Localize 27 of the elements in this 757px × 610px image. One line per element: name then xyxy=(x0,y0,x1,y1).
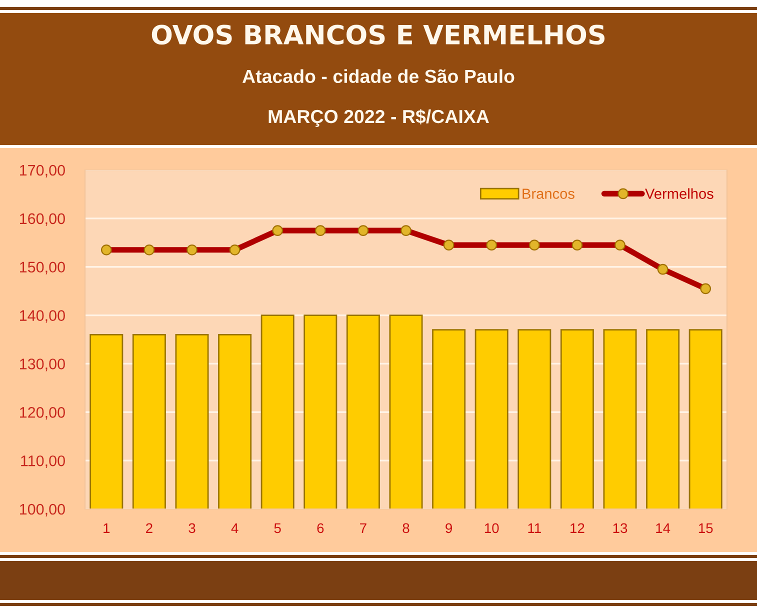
y-tick-label: 150,00 xyxy=(20,262,65,274)
x-tick-label: 3 xyxy=(188,523,196,534)
x-tick-label: 9 xyxy=(446,523,452,534)
y-tick-label: 110,00 xyxy=(21,455,65,468)
x-tick-label: 7 xyxy=(360,523,366,533)
x-tick-label: 11 xyxy=(528,523,541,533)
y-tick-label: 120,00 xyxy=(20,407,65,420)
x-tick-label: 14 xyxy=(656,523,670,533)
y-tick-label: 140,00 xyxy=(20,310,65,323)
y-tick-label: 100,00 xyxy=(20,504,65,516)
y-tick-label: 170,00 xyxy=(20,164,65,178)
x-tick-label: 4 xyxy=(231,523,238,533)
x-tick-label: 5 xyxy=(274,523,281,534)
x-tick-label: 6 xyxy=(317,523,324,534)
x-tick-label: 8 xyxy=(402,523,410,534)
y-tick-label: 130,00 xyxy=(20,358,65,372)
x-tick-label: 1 xyxy=(104,523,110,533)
legend-label: Brancos xyxy=(522,188,574,199)
x-tick-label: 13 xyxy=(613,523,628,534)
x-tick-label: 10 xyxy=(484,523,499,534)
x-tick-label: 15 xyxy=(698,523,713,534)
legend-label: Vermelhos xyxy=(645,188,714,199)
y-tick-label: 160,00 xyxy=(20,213,65,226)
text: Atacado - cidade de São Paulo MARÇO 2022 - R$/CAIXA xyxy=(242,69,514,127)
x-tick-label: 2 xyxy=(146,523,152,533)
chart-title: OVOS BRANCOS E VERMELHOS xyxy=(152,24,605,45)
x-tick-label: 12 xyxy=(570,523,584,533)
